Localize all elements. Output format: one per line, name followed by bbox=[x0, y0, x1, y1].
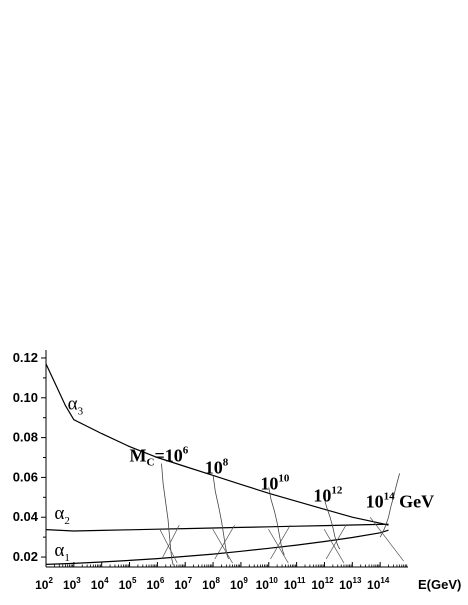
x-tick-label: 108 bbox=[202, 576, 220, 592]
threshold-strand bbox=[325, 525, 347, 560]
x-tick-label: 102 bbox=[35, 576, 53, 592]
series-line-alpha-1 bbox=[45, 529, 389, 565]
threshold-label: MC=106 bbox=[130, 444, 189, 468]
threshold-curve bbox=[161, 463, 174, 566]
x-tick-label: 1012 bbox=[311, 576, 334, 592]
threshold-label: 1014 GeV bbox=[366, 490, 435, 511]
threshold-curve bbox=[379, 473, 400, 538]
y-tick-label: 0.06 bbox=[13, 469, 38, 484]
series-line-alpha-3 bbox=[45, 363, 389, 526]
chart-labels: MC=106 108 1010 1012 1014 GeV bbox=[130, 444, 435, 511]
series-label-alpha-3: α3 bbox=[68, 394, 84, 418]
threshold-label: 1012 bbox=[313, 484, 343, 505]
x-axis-label: E(GeV) bbox=[418, 577, 461, 592]
threshold-strand bbox=[270, 525, 291, 560]
series-line-alpha-2 bbox=[45, 523, 389, 532]
threshold-curves bbox=[159, 463, 404, 566]
y-tick-label: 0.12 bbox=[13, 350, 38, 365]
threshold-strand bbox=[369, 517, 404, 562]
x-tick-label: 103 bbox=[63, 576, 81, 592]
threshold-label: 108 bbox=[205, 456, 229, 477]
threshold-strand bbox=[161, 525, 180, 560]
axis-ticks: 0.02 0.04 0.06 0.08 0.10 0.12 102 103 104 105 106 1… bbox=[13, 350, 462, 592]
y-tick-label: 0.04 bbox=[13, 509, 39, 524]
threshold-strand bbox=[214, 525, 235, 560]
x-tick-label: 105 bbox=[119, 576, 137, 592]
x-tick-label: 1010 bbox=[256, 576, 279, 592]
x-tick-label: 104 bbox=[91, 576, 109, 592]
y-tick-label: 0.10 bbox=[13, 390, 38, 405]
threshold-curve bbox=[324, 499, 341, 550]
series-label-alpha-2: α2 bbox=[54, 503, 69, 527]
y-tick-label: 0.08 bbox=[13, 430, 38, 445]
threshold-label: 1010 bbox=[260, 472, 290, 493]
x-tick-label: 107 bbox=[174, 576, 192, 592]
series-label-alpha-1: α1 bbox=[54, 540, 69, 564]
threshold-curve bbox=[268, 487, 285, 556]
y-tick-label: 0.02 bbox=[13, 549, 38, 564]
x-tick-label: 109 bbox=[230, 576, 248, 592]
x-tick-label: 1013 bbox=[339, 576, 362, 592]
x-tick-label: 1014 bbox=[367, 576, 390, 592]
threshold-curve bbox=[212, 475, 229, 560]
x-tick-label: 1011 bbox=[284, 576, 306, 592]
x-tick-label: 106 bbox=[146, 576, 164, 592]
